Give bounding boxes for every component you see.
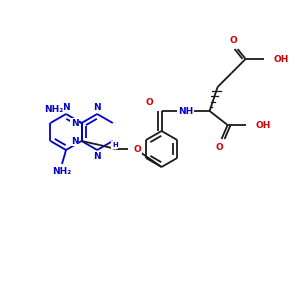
Text: O: O xyxy=(146,98,154,107)
Text: N: N xyxy=(71,136,79,146)
Text: N: N xyxy=(93,152,101,161)
Text: NH₂: NH₂ xyxy=(52,167,72,176)
Text: N: N xyxy=(93,103,101,112)
Text: N: N xyxy=(71,118,79,127)
Text: N: N xyxy=(62,103,70,112)
Text: NH: NH xyxy=(178,106,193,116)
Text: OH: OH xyxy=(274,55,289,64)
Text: O: O xyxy=(216,143,224,152)
Text: H: H xyxy=(112,142,118,148)
Text: O: O xyxy=(134,145,141,154)
Text: O: O xyxy=(230,36,238,45)
Text: NH₂: NH₂ xyxy=(44,104,64,113)
Text: OH: OH xyxy=(256,121,271,130)
